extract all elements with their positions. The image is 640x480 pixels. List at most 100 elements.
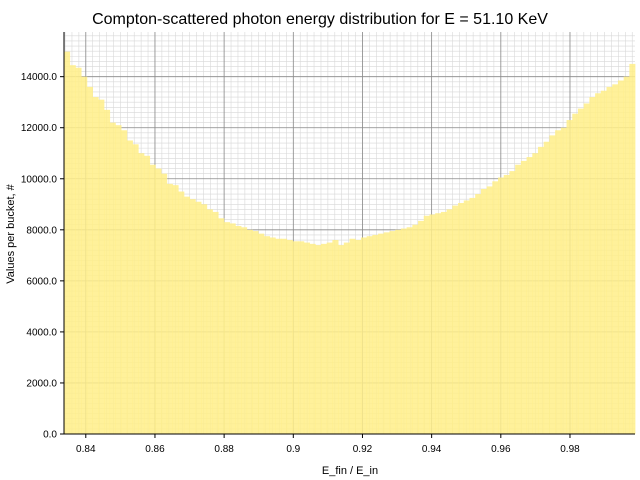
histogram-bar <box>629 63 636 435</box>
histogram-bar <box>161 173 168 434</box>
histogram-bar <box>469 197 476 434</box>
histogram-bar <box>126 140 133 434</box>
histogram-bar <box>412 224 419 434</box>
histogram-bar <box>281 238 288 434</box>
histogram-bar <box>155 168 162 435</box>
histogram-bar <box>326 242 333 434</box>
histogram-bar <box>372 234 379 434</box>
histogram-bar <box>275 238 282 434</box>
histogram-bar <box>429 214 436 434</box>
x-tick-label: 0.96 <box>491 444 511 455</box>
histogram-bar <box>486 186 493 434</box>
y-tick-label: 8000.0 <box>26 225 57 236</box>
histogram-bar <box>532 153 539 434</box>
histogram-bar <box>246 229 253 434</box>
histogram-bar <box>458 203 465 434</box>
histogram-bar <box>355 240 362 434</box>
y-tick-label: 2000.0 <box>26 378 57 389</box>
histogram-bar <box>583 103 590 434</box>
histogram-bar <box>366 236 373 434</box>
y-tick-label: 14000.0 <box>21 72 58 83</box>
histogram-bar <box>349 238 356 434</box>
y-tick-label: 0.0 <box>43 430 57 441</box>
histogram-bar <box>566 120 573 435</box>
histogram-bar <box>132 144 139 435</box>
histogram-bar <box>263 236 270 434</box>
histogram-bar <box>298 241 305 434</box>
histogram-bar <box>235 225 242 434</box>
y-tick-label: 4000.0 <box>26 327 57 338</box>
histogram-bar <box>201 204 208 434</box>
histogram-bar <box>98 99 105 434</box>
histogram-bar <box>378 233 385 434</box>
histogram-bar <box>423 215 430 434</box>
histogram-bar <box>109 122 116 434</box>
histogram-bar <box>269 237 276 434</box>
x-axis-label: E_fin / E_in <box>322 465 378 477</box>
histogram-bar <box>252 231 259 434</box>
histogram-bar <box>92 97 99 434</box>
histogram-bar <box>589 97 596 434</box>
histogram-bar <box>395 229 402 434</box>
histogram-bar <box>332 240 339 434</box>
histogram-bar <box>320 243 328 434</box>
histogram-bar <box>526 157 533 435</box>
histogram-bar <box>463 200 470 434</box>
histogram-bar <box>103 109 111 434</box>
histogram-bar <box>115 125 122 435</box>
histogram-bar <box>600 90 607 434</box>
histogram-bar <box>138 153 145 434</box>
x-tick-label: 0.86 <box>145 444 165 455</box>
histogram-bar <box>218 218 225 434</box>
histogram-bar <box>549 135 556 434</box>
histogram-bar <box>149 164 156 434</box>
histogram-bar <box>303 242 310 434</box>
histogram-bar <box>309 243 316 434</box>
histogram-bar <box>435 213 442 434</box>
histogram-bar <box>515 164 522 434</box>
histogram-bar <box>223 222 231 434</box>
histogram-bar <box>258 233 265 434</box>
histogram-bar <box>537 146 545 434</box>
plot-area: 0.84 0.86 0.88 0.9 0.92 0.94 0.96 0.98 0.0 2000.0… <box>21 32 636 455</box>
histogram-bar <box>343 242 350 434</box>
histogram-bar <box>338 245 345 434</box>
histogram-bar <box>195 201 202 434</box>
histogram-bar <box>503 174 510 434</box>
x-tick-label: 0.9 <box>286 444 300 455</box>
histogram-bar <box>572 113 579 434</box>
histogram-bar <box>560 127 567 434</box>
histogram-bar <box>229 223 236 434</box>
histogram-bar <box>480 188 487 434</box>
histogram-bar <box>418 220 425 434</box>
x-tick-label: 0.98 <box>560 444 580 455</box>
histogram-bar <box>383 232 390 434</box>
histogram-bar <box>520 160 527 434</box>
histogram-bar <box>286 240 293 434</box>
histogram-bar <box>166 183 173 434</box>
y-tick-label: 10000.0 <box>21 174 58 185</box>
y-axis-label: Values per bucket, # <box>5 183 17 283</box>
histogram-bar <box>69 65 76 434</box>
histogram-bar <box>212 211 219 434</box>
histogram-bar <box>406 227 413 434</box>
histogram-bar <box>121 130 128 434</box>
histogram-bar <box>452 205 459 434</box>
histogram-bar <box>475 194 482 434</box>
histogram-bar <box>183 196 191 434</box>
x-tick-label: 0.92 <box>353 444 373 455</box>
histogram-bar <box>292 241 299 434</box>
histogram-bar <box>64 51 71 435</box>
histogram-bar <box>178 191 185 434</box>
histogram-bar <box>623 76 630 435</box>
histogram-bar <box>172 185 179 434</box>
histogram-bar <box>612 84 619 435</box>
histogram-bar <box>440 211 448 434</box>
histogram-bar <box>241 227 248 434</box>
x-tick-label: 0.88 <box>214 444 234 455</box>
histogram-bar <box>509 171 516 434</box>
histogram-bar <box>577 108 585 435</box>
chart-title: Compton-scattered photon energy distribu… <box>92 11 548 28</box>
histogram-bar <box>606 86 613 434</box>
